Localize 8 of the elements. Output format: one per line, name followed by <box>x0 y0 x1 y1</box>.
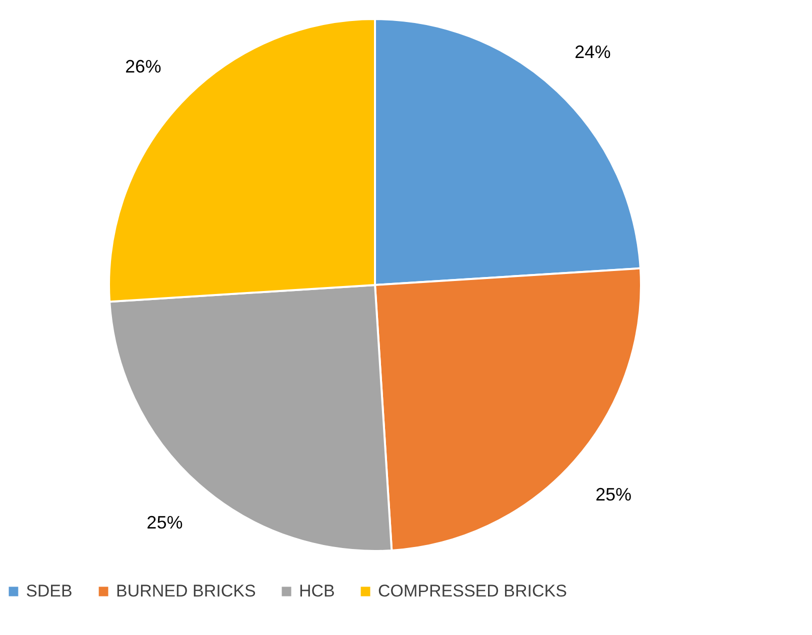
legend-label: HCB <box>299 582 335 601</box>
legend-label: SDEB <box>26 582 72 601</box>
data-label: 25% <box>596 484 632 504</box>
legend-label: BURNED BRICKS <box>116 582 256 601</box>
data-label: 24% <box>574 42 611 62</box>
data-label: 25% <box>146 512 183 533</box>
legend-label: COMPRESSED BRICKS <box>378 582 567 601</box>
data-label: 26% <box>125 56 162 76</box>
